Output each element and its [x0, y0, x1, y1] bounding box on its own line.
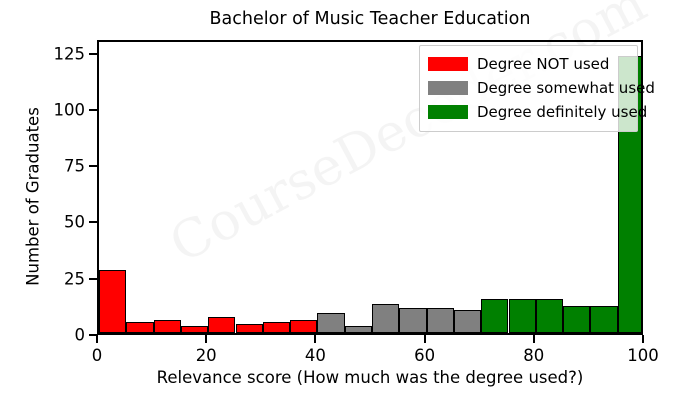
histogram-bar: [180, 326, 209, 333]
y-axis-ticks: 0 25 50 75 100 125: [0, 40, 97, 345]
histogram-bar: [262, 321, 291, 333]
histogram-bar: [508, 299, 536, 333]
legend-label: Degree NOT used: [477, 55, 610, 73]
histogram-bar: [426, 308, 454, 333]
y-tick-label: 0: [74, 325, 86, 345]
legend-label: Degree somewhat used: [477, 79, 655, 97]
histogram-bar: [590, 305, 618, 333]
y-tick-label: 125: [53, 44, 86, 63]
histogram-bar: [535, 299, 564, 333]
histogram-bar: [290, 319, 318, 333]
histogram-bar: [344, 326, 372, 333]
x-tick-label: 80: [523, 346, 545, 365]
x-tick-label: 40: [304, 346, 326, 365]
y-tick-mark: [89, 277, 97, 280]
x-tick-label: 60: [414, 346, 436, 365]
x-tick-label: 20: [195, 346, 217, 365]
histogram-bar: [208, 317, 236, 333]
histogram-bars: [99, 42, 641, 333]
x-axis-ticks: 0 20 40 60 80 100: [92, 335, 659, 365]
histogram-bar: [453, 310, 482, 333]
histogram-bar: [317, 312, 345, 333]
legend-item[interactable]: Degree somewhat used: [428, 76, 655, 100]
legend-label: Degree definitely used: [477, 103, 648, 121]
chart-legend: Degree NOT used Degree somewhat used Degre…: [419, 45, 655, 132]
y-tick-label: 50: [64, 212, 85, 232]
y-tick-label: 100: [53, 100, 86, 120]
legend-color-swatch: [428, 81, 468, 95]
x-tick-mark: [205, 335, 208, 343]
histogram-bar: [563, 305, 591, 333]
legend-item[interactable]: Degree NOT used: [428, 52, 629, 76]
y-axis-label: Number of Graduates: [23, 107, 43, 286]
x-tick-label: 100: [627, 346, 659, 365]
legend-color-swatch: [428, 57, 468, 71]
y-tick-mark: [89, 52, 97, 55]
y-tick-label: 75: [64, 156, 85, 176]
histogram-bar: [235, 324, 263, 333]
y-tick-mark: [89, 165, 97, 168]
histogram-bar: [153, 319, 181, 333]
x-tick-mark: [642, 335, 644, 343]
histogram-bar: [126, 321, 154, 333]
chart-title: Bachelor of Music Teacher Education: [209, 9, 531, 29]
histogram-bar: [399, 308, 427, 333]
x-tick-mark: [423, 335, 426, 343]
y-tick-label: 25: [64, 269, 85, 289]
x-tick-mark: [314, 335, 317, 343]
y-tick-mark: [89, 221, 97, 224]
x-axis-label: Relevance score (How much was the degree…: [156, 368, 584, 387]
x-tick-mark: [532, 335, 535, 343]
histogram-bar: [372, 303, 400, 333]
y-tick-mark: [89, 334, 97, 336]
y-tick-mark: [89, 108, 97, 111]
histogram-bar: [99, 269, 127, 333]
histogram-bar: [481, 299, 509, 333]
legend-color-swatch: [428, 105, 468, 119]
x-tick-label: 0: [91, 346, 103, 365]
legend-item[interactable]: Degree definitely used: [428, 100, 647, 124]
x-tick-mark: [96, 335, 98, 343]
